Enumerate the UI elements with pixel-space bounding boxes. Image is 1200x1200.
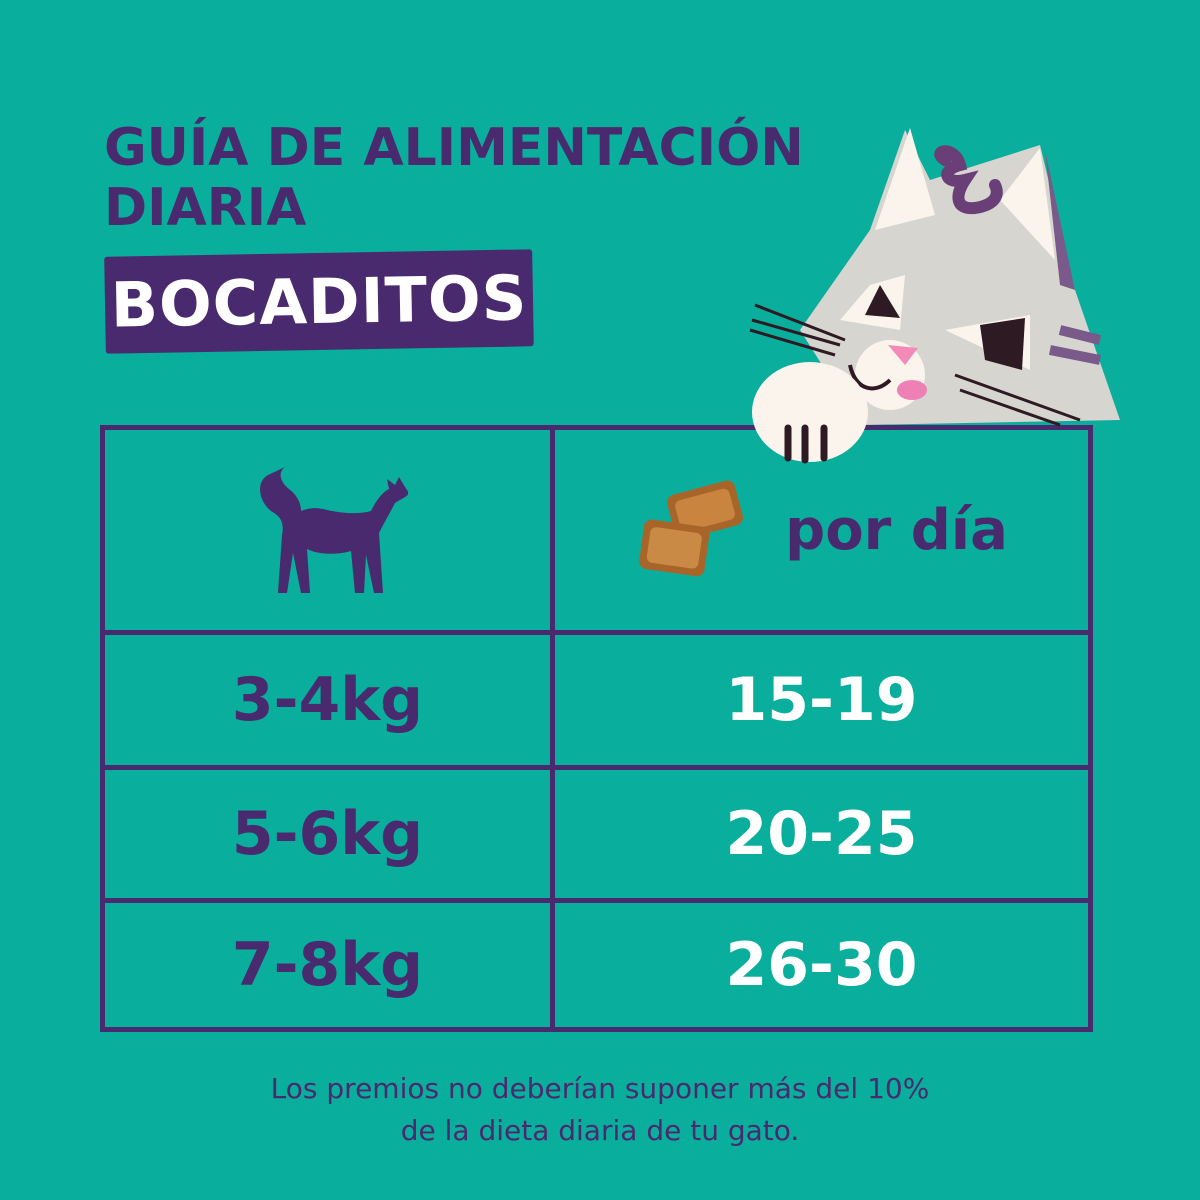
- weight-cell: 7-8kg: [105, 903, 555, 1027]
- table-row: 3-4kg 15-19: [105, 635, 1088, 765]
- feeding-table: por día 3-4kg 15-19 5-6kg 20-25 7-8kg 26…: [100, 425, 1093, 1032]
- footer-note: Los premios no deberían suponer más del …: [0, 1068, 1200, 1152]
- treat-pillows-icon: [639, 480, 744, 577]
- amount-cell: 26-30: [725, 930, 918, 1000]
- table-row: 5-6kg 20-25: [105, 770, 1088, 898]
- amount-header: por día: [555, 430, 1088, 630]
- footer-line-1: Los premios no deberían suponer más del …: [270, 1072, 930, 1105]
- amount-cell: 15-19: [725, 665, 918, 735]
- divider: [105, 898, 1088, 903]
- product-badge: BOCADITOS: [104, 249, 534, 354]
- table-header-row: por día: [105, 430, 1088, 630]
- weight-cell: 5-6kg: [105, 770, 555, 898]
- per-day-label: por día: [785, 497, 1008, 563]
- divider: [105, 630, 1088, 635]
- badge-label: BOCADITOS: [110, 261, 528, 342]
- cat-silhouette-icon: [259, 467, 408, 593]
- footer-line-2: de la dieta diaria de tu gato.: [400, 1114, 800, 1147]
- weight-header: [105, 430, 555, 630]
- divider: [105, 765, 1088, 770]
- table-row: 7-8kg 26-30: [105, 903, 1088, 1027]
- title-line-1: Guía de alimentación: [104, 118, 804, 178]
- cat-mascot-illustration: [749, 128, 1120, 464]
- page-title: Guía de alimentación diaria: [104, 118, 804, 238]
- amount-cell: 20-25: [725, 799, 918, 869]
- weight-cell: 3-4kg: [105, 635, 555, 765]
- title-line-2: diaria: [104, 178, 307, 238]
